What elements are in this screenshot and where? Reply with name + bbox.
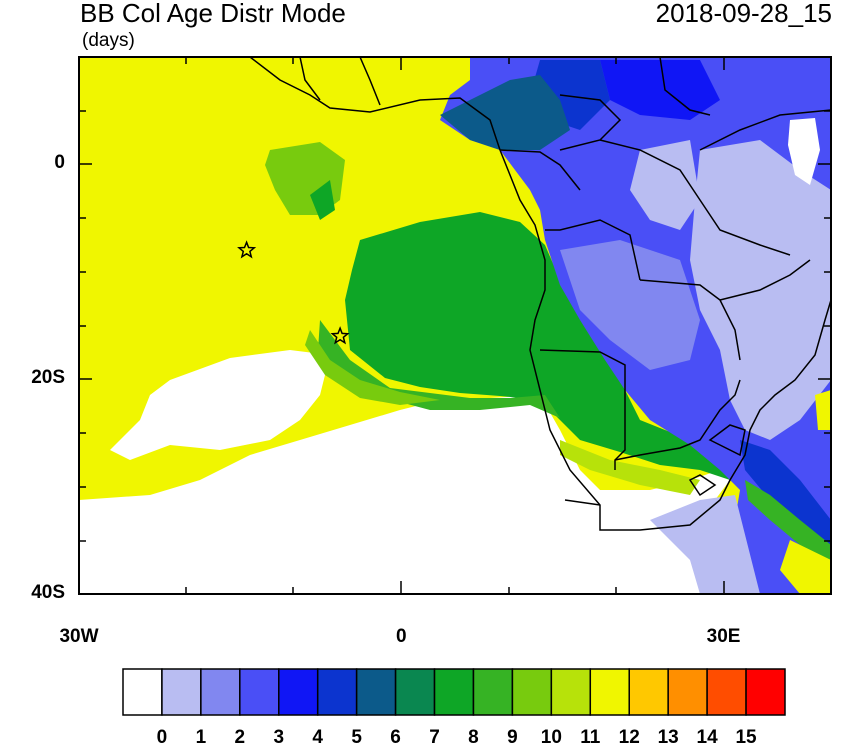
- field-age-9-se-band: [745, 480, 831, 565]
- colorbar-swatch: [511, 668, 553, 716]
- star-marker: [330, 326, 350, 345]
- colorbar-swatch: [161, 668, 202, 716]
- colorbar-label: 11: [580, 727, 601, 748]
- colorbar: [122, 668, 786, 716]
- coastlines: [249, 57, 831, 531]
- colorbar-label: 6: [390, 727, 401, 748]
- colorbar-swatch: [589, 668, 630, 716]
- field-age-1-sw: [650, 495, 760, 594]
- field-age-1-patch: [630, 140, 700, 230]
- field-age-3-north: [600, 60, 720, 120]
- field-age-0-east: [788, 118, 820, 185]
- y-tick-label: 20S: [31, 367, 65, 389]
- colorbar-label: 7: [429, 727, 440, 748]
- map-title: BB Col Age Distr Mode: [80, 0, 346, 28]
- colorbar-label: 3: [273, 727, 285, 748]
- field-age-6-north: [440, 75, 570, 150]
- field-age-12-east: [815, 390, 831, 430]
- colorbar-swatch: [355, 668, 397, 716]
- field-age-0-patch: [110, 350, 330, 460]
- colorbar-swatch: [394, 668, 436, 716]
- markers: [237, 240, 350, 345]
- colorbar-swatch: [745, 668, 786, 716]
- colorbar-swatch: [239, 668, 280, 716]
- colorbar-swatch: [706, 668, 747, 716]
- colorbar-label: 1: [195, 727, 207, 748]
- date-label: 2018-09-28_15: [655, 0, 832, 28]
- colorbar-label: 10: [540, 727, 562, 748]
- field-age-10-tail: [305, 330, 440, 405]
- x-tick-label: 30W: [59, 626, 99, 647]
- field-age-2-mid: [560, 240, 700, 370]
- colorbar-label: 0: [156, 727, 168, 748]
- colorbar-label: 8: [468, 727, 479, 748]
- colorbar-label: 13: [657, 727, 679, 748]
- field-age-8-plume: [345, 212, 740, 480]
- colorbar-label: 9: [507, 727, 518, 748]
- colorbar-label: 14: [696, 727, 718, 748]
- colorbar-swatch: [667, 668, 708, 716]
- colorbar-swatch: [628, 668, 669, 716]
- colorbar-label: 15: [735, 727, 757, 748]
- colorbar-label: 5: [351, 727, 362, 748]
- colorbar-swatch: [200, 668, 241, 716]
- colorbar-swatch: [122, 668, 163, 716]
- y-tick-label: 40S: [31, 582, 65, 603]
- colorbar-label: 12: [618, 727, 640, 748]
- colorbar-label: 4: [312, 727, 323, 748]
- colorbar-swatch: [550, 668, 592, 716]
- units-label: (days): [82, 30, 135, 51]
- star-marker: [237, 240, 257, 259]
- colorbar-swatch: [316, 668, 358, 716]
- age-field: [79, 57, 831, 594]
- field-age-12-se-band: [780, 540, 831, 594]
- colorbar-swatch: [472, 668, 514, 716]
- field-age-8-blob: [310, 180, 335, 220]
- colorbar-swatch: [433, 668, 475, 716]
- x-tick-label: 0: [395, 626, 407, 647]
- axis-ticks: [79, 57, 831, 594]
- colorbar-swatch: [278, 668, 319, 716]
- colorbar-label: 2: [234, 727, 246, 748]
- x-tick-label: 30E: [706, 626, 741, 647]
- y-tick-label: 0: [54, 152, 65, 174]
- field-age-11-band: [560, 440, 700, 495]
